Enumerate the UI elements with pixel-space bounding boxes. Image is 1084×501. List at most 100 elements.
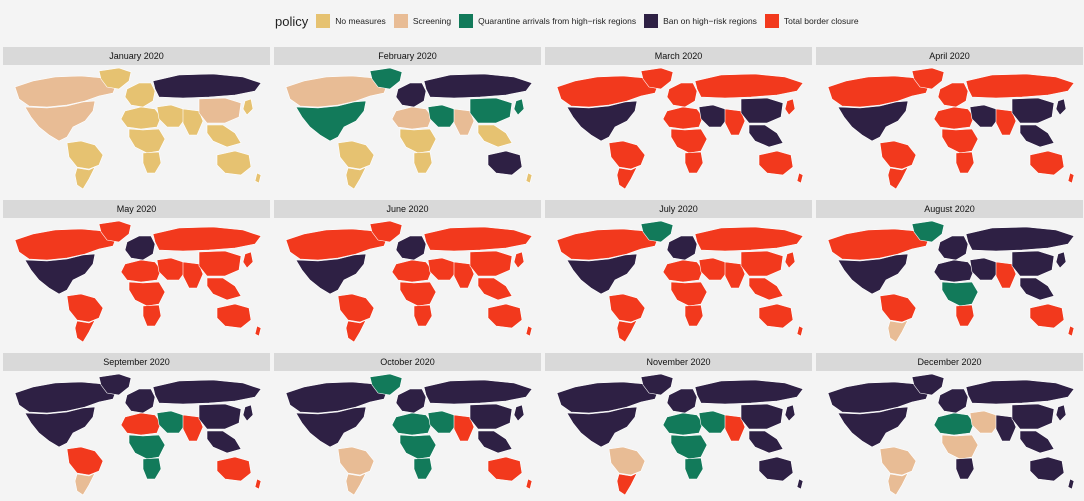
- region-europe: [937, 388, 969, 414]
- region-southeast-asia: [748, 430, 784, 454]
- region-australia: [1029, 150, 1065, 176]
- region-greenland: [640, 373, 674, 396]
- map-panel: April 2020: [816, 47, 1083, 194]
- region-north-africa: [120, 412, 162, 436]
- region-south-america-south: [74, 472, 96, 496]
- region-europe: [666, 82, 698, 108]
- panel-title: March 2020: [545, 47, 812, 65]
- region-canada: [285, 75, 389, 108]
- region-middle-east: [156, 410, 186, 434]
- region-central-africa: [941, 128, 979, 154]
- legend-swatch-ban: [644, 14, 659, 28]
- region-new-zealand: [1067, 325, 1075, 337]
- world-map: [827, 373, 1075, 496]
- region-new-zealand: [525, 478, 533, 490]
- panel-title: September 2020: [3, 353, 270, 371]
- region-australia: [758, 456, 794, 482]
- region-middle-east: [698, 104, 728, 128]
- region-southeast-asia: [206, 124, 242, 148]
- legend-swatch-border-closure: [764, 14, 779, 28]
- map-panel: January 2020: [3, 47, 270, 194]
- legend-label-quarantine: Quarantine arrivals from high−risk regio…: [478, 16, 637, 26]
- world-map: [14, 373, 262, 496]
- region-japan: [242, 98, 254, 116]
- legend-label-no-measures: No measures: [335, 16, 386, 26]
- region-south-america-north: [337, 293, 375, 323]
- region-east-asia: [1011, 403, 1055, 430]
- region-japan: [513, 98, 525, 116]
- legend-item-no-measures: No measures: [316, 14, 386, 28]
- region-southeast-asia: [748, 124, 784, 148]
- region-south-america-south: [616, 166, 638, 190]
- region-greenland: [640, 67, 674, 90]
- region-japan: [513, 404, 525, 422]
- region-europe: [395, 82, 427, 108]
- region-new-zealand: [254, 325, 262, 337]
- region-japan: [513, 251, 525, 269]
- region-australia: [216, 303, 252, 329]
- region-central-africa: [941, 281, 979, 307]
- region-russia: [152, 379, 262, 405]
- region-southeast-asia: [477, 277, 513, 301]
- region-east-asia: [469, 403, 513, 430]
- legend-label-screening: Screening: [412, 16, 452, 26]
- region-middle-east: [427, 257, 457, 281]
- region-south-america-north: [66, 293, 104, 323]
- region-new-zealand: [525, 172, 533, 184]
- region-middle-east: [969, 257, 999, 281]
- map-grid: January 2020 February 2020: [3, 47, 1083, 500]
- region-canada: [556, 381, 660, 414]
- region-southern-africa: [684, 304, 704, 327]
- region-south-america-north: [608, 293, 646, 323]
- world-map: [14, 220, 262, 343]
- region-north-africa: [120, 106, 162, 130]
- region-north-africa: [933, 412, 975, 436]
- panel-title: May 2020: [3, 200, 270, 218]
- region-south-america-north: [337, 140, 375, 170]
- region-south-america-south: [345, 166, 367, 190]
- region-canada: [285, 381, 389, 414]
- panel-title: January 2020: [3, 47, 270, 65]
- region-north-africa: [933, 106, 975, 130]
- region-canada: [285, 228, 389, 261]
- region-europe: [937, 82, 969, 108]
- region-canada: [556, 75, 660, 108]
- region-north-africa: [662, 412, 704, 436]
- panel-title: December 2020: [816, 353, 1083, 371]
- region-usa-mexico: [566, 100, 638, 142]
- region-europe: [124, 82, 156, 108]
- region-southeast-asia: [206, 277, 242, 301]
- region-middle-east: [156, 257, 186, 281]
- region-australia: [487, 150, 523, 176]
- region-new-zealand: [254, 478, 262, 490]
- region-russia: [965, 226, 1075, 252]
- region-canada: [827, 381, 931, 414]
- map-panel: June 2020: [274, 200, 541, 347]
- region-russia: [423, 379, 533, 405]
- legend: policy No measures Screening Quarantine …: [275, 10, 867, 32]
- region-southeast-asia: [477, 430, 513, 454]
- region-europe: [395, 388, 427, 414]
- panel-title: July 2020: [545, 200, 812, 218]
- region-central-africa: [670, 281, 708, 307]
- region-east-asia: [198, 250, 242, 277]
- world-map: [556, 67, 804, 190]
- world-map: [556, 373, 804, 496]
- region-southern-africa: [142, 457, 162, 480]
- region-north-africa: [933, 259, 975, 283]
- region-south-america-south: [887, 319, 909, 343]
- region-south-america-north: [879, 446, 917, 476]
- region-east-asia: [1011, 97, 1055, 124]
- region-new-zealand: [1067, 478, 1075, 490]
- region-south-america-north: [66, 446, 104, 476]
- region-central-africa: [670, 128, 708, 154]
- region-middle-east: [698, 257, 728, 281]
- region-central-africa: [670, 434, 708, 460]
- region-russia: [965, 73, 1075, 99]
- world-map: [827, 220, 1075, 343]
- panel-title: February 2020: [274, 47, 541, 65]
- region-south-america-south: [616, 472, 638, 496]
- region-russia: [152, 73, 262, 99]
- region-greenland: [98, 220, 132, 243]
- region-canada: [556, 228, 660, 261]
